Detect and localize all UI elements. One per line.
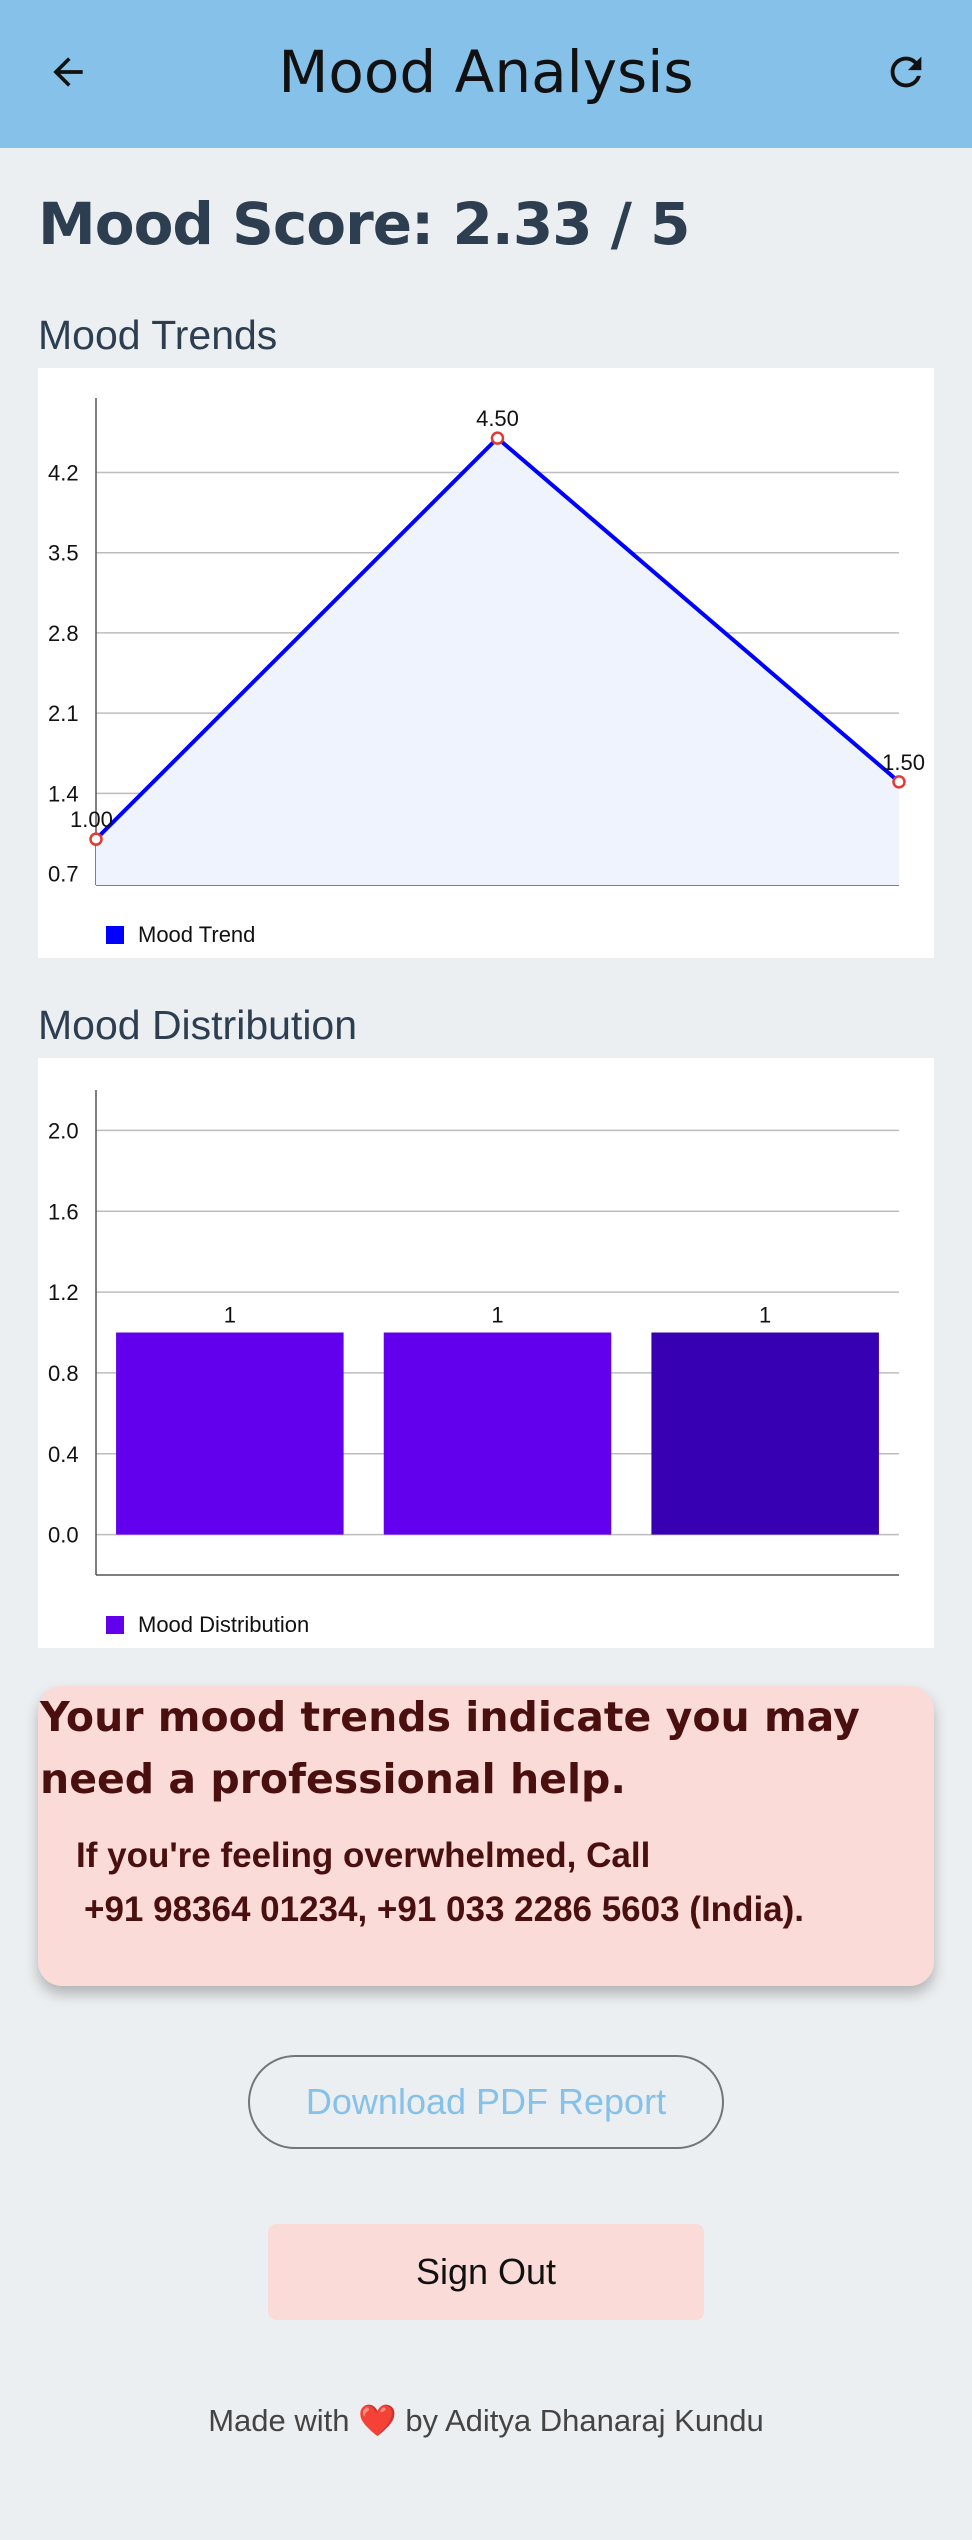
mood-trends-chart: 0.7 1.4 2.1 2.8 3.5 4.2 1.00 4.50 1.50 Mood Tren… — [38, 368, 934, 958]
line-legend: Mood Trend — [106, 922, 255, 948]
mood-trends-title: Mood Trends — [38, 312, 278, 358]
mood-distribution-title: Mood Distribution — [38, 1002, 358, 1048]
footer-credit: Made with ❤️ by Aditya Dhanaraj Kundu — [0, 2402, 972, 2439]
line-y-tick-label: 3.5 — [48, 541, 79, 566]
arrow-left-icon — [53, 57, 83, 87]
line-y-tick-label: 0.7 — [48, 862, 79, 887]
bar-y-tick-label: 1.2 — [48, 1280, 79, 1305]
bar-y-tick-label: 0.4 — [48, 1442, 79, 1467]
alert-helpline-numbers: +91 98364 01234, +91 033 2286 5603 (Indi… — [84, 1890, 805, 1929]
back-button[interactable] — [36, 40, 100, 104]
refresh-button[interactable] — [874, 40, 938, 104]
footer-suffix: by Aditya Dhanaraj Kundu — [396, 2403, 764, 2438]
mood-distribution-chart: 0.0 0.4 0.8 1.2 1.6 2.0 1 1 1 Mood Distribution — [38, 1058, 934, 1648]
footer-prefix: Made with — [208, 2403, 359, 2438]
bar-legend: Mood Distribution — [106, 1612, 309, 1638]
app-bar: Mood Analysis — [0, 0, 972, 148]
bar-value-label: 1 — [759, 1303, 771, 1328]
line-data-point — [892, 775, 906, 789]
line-data-label: 4.50 — [476, 406, 519, 431]
bar-y-tick-label: 0.8 — [48, 1361, 79, 1386]
bar-chart-svg: 0.0 0.4 0.8 1.2 1.6 2.0 1 1 1 — [48, 1090, 899, 1576]
line-y-tick-label: 4.2 — [48, 460, 79, 485]
legend-label-mood-distribution: Mood Distribution — [138, 1612, 310, 1637]
alert-helpline-intro: If you're feeling overwhelmed, Call — [76, 1836, 651, 1875]
line-y-tick-label: 2.8 — [48, 621, 79, 646]
download-pdf-button[interactable]: Download PDF Report — [248, 2055, 724, 2149]
bar-mood-distribution — [651, 1332, 879, 1535]
refresh-icon — [890, 56, 922, 88]
heart-icon: ❤️ — [358, 2403, 397, 2438]
bar-value-label: 1 — [491, 1303, 503, 1328]
page-title: Mood Analysis — [278, 38, 694, 106]
line-y-tick-label: 2.1 — [48, 701, 79, 726]
alert-title: Your mood trends indicate you may need a… — [40, 1693, 860, 1803]
line-area-fill — [96, 438, 899, 885]
line-data-point — [490, 431, 505, 445]
sign-out-button[interactable]: Sign Out — [268, 2224, 704, 2320]
professional-help-alert: Your mood trends indicate you may need a… — [38, 1686, 934, 1986]
bar-value-label: 1 — [224, 1303, 236, 1328]
legend-swatch-mood-trend — [106, 926, 124, 944]
legend-label-mood-trend: Mood Trend — [138, 922, 256, 947]
mood-score: Mood Score: 2.33 / 5 — [38, 190, 690, 258]
line-y-tick-label: 1.4 — [48, 781, 79, 806]
line-chart-svg: 0.7 1.4 2.1 2.8 3.5 4.2 1.00 4.50 1.50 — [48, 398, 925, 887]
bar-y-tick-label: 0.0 — [48, 1523, 79, 1548]
bar-mood-distribution — [383, 1332, 612, 1535]
line-data-point — [89, 832, 103, 846]
bar-mood-distribution — [116, 1332, 344, 1535]
bar-y-tick-label: 2.0 — [48, 1118, 79, 1143]
legend-swatch-mood-distribution — [106, 1616, 124, 1634]
line-data-label: 1.00 — [70, 807, 113, 832]
bar-y-tick-label: 1.6 — [48, 1199, 79, 1224]
line-data-label: 1.50 — [882, 750, 925, 775]
